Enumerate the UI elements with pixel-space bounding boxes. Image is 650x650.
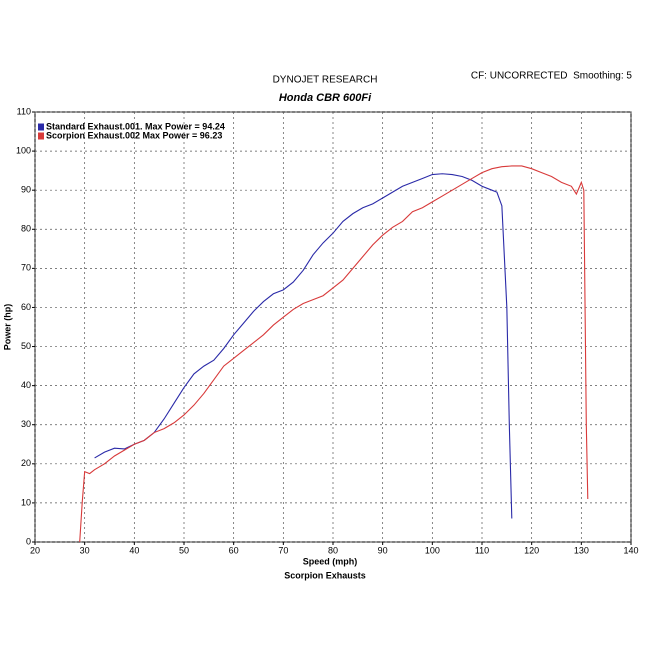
x-tick-label: 90 xyxy=(378,545,388,555)
y-tick-label: 110 xyxy=(17,106,31,116)
chart-title: DYNOJET RESEARCH xyxy=(273,75,378,86)
x-tick-label: 80 xyxy=(328,545,338,555)
x-tick-label: 140 xyxy=(623,545,638,555)
series-line xyxy=(79,165,589,543)
legend-label: Scorpion Exhaust.002 Max Power = 96.23 xyxy=(46,130,222,140)
x-tick-label: 60 xyxy=(229,545,239,555)
legend-swatch xyxy=(38,132,44,140)
y-tick-label: 50 xyxy=(21,341,31,351)
legend-swatch xyxy=(38,123,44,131)
y-tick-label: 0 xyxy=(26,536,31,546)
x-tick-label: 120 xyxy=(524,545,539,555)
x-tick-label: 40 xyxy=(129,545,139,555)
x-axis-label: Speed (mph) xyxy=(303,556,358,566)
y-tick-label: 30 xyxy=(21,419,31,429)
series-line xyxy=(94,173,513,519)
x-tick-label: 50 xyxy=(179,545,189,555)
y-tick-label: 20 xyxy=(21,458,31,468)
x-tick-label: 30 xyxy=(80,545,90,555)
y-tick-label: 90 xyxy=(21,185,31,195)
annotation: CF: UNCORRECTED Smoothing: 5 xyxy=(471,71,633,82)
x-tick-label: 100 xyxy=(425,545,440,555)
y-tick-label: 70 xyxy=(21,263,31,273)
y-tick-label: 40 xyxy=(21,380,31,390)
x-tick-label: 130 xyxy=(574,545,589,555)
x-tick-label: 20 xyxy=(30,545,40,555)
x-tick-label: 110 xyxy=(475,545,489,555)
y-tick-label: 100 xyxy=(16,145,31,155)
y-tick-label: 60 xyxy=(21,302,31,312)
legend-label: Standard Exhaust.001. Max Power = 94.24 xyxy=(46,121,225,131)
y-tick-label: 10 xyxy=(21,497,31,507)
x-tick-label: 70 xyxy=(278,545,288,555)
x-axis-sublabel: Scorpion Exhausts xyxy=(284,570,366,580)
y-axis-label: Power (hp) xyxy=(2,304,12,351)
y-tick-label: 80 xyxy=(21,224,31,234)
chart-subtitle: Honda CBR 600Fi xyxy=(279,92,372,104)
